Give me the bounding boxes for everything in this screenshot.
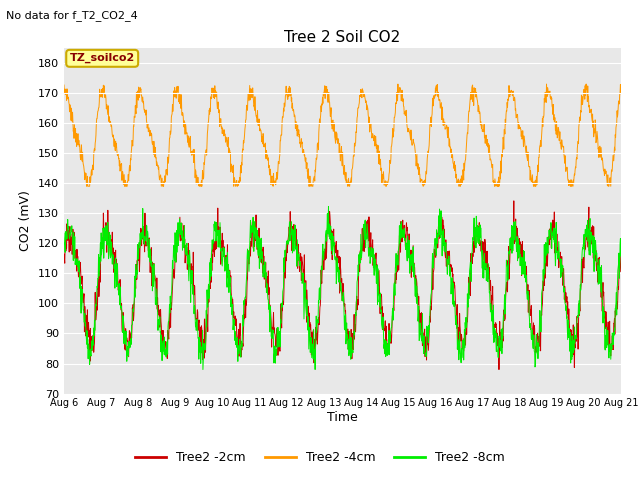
- Y-axis label: CO2 (mV): CO2 (mV): [19, 191, 33, 251]
- Legend: Tree2 -2cm, Tree2 -4cm, Tree2 -8cm: Tree2 -2cm, Tree2 -4cm, Tree2 -8cm: [130, 446, 510, 469]
- Text: No data for f_T2_CO2_4: No data for f_T2_CO2_4: [6, 10, 138, 21]
- X-axis label: Time: Time: [327, 411, 358, 424]
- Text: TZ_soilco2: TZ_soilco2: [70, 53, 135, 63]
- Title: Tree 2 Soil CO2: Tree 2 Soil CO2: [284, 30, 401, 46]
